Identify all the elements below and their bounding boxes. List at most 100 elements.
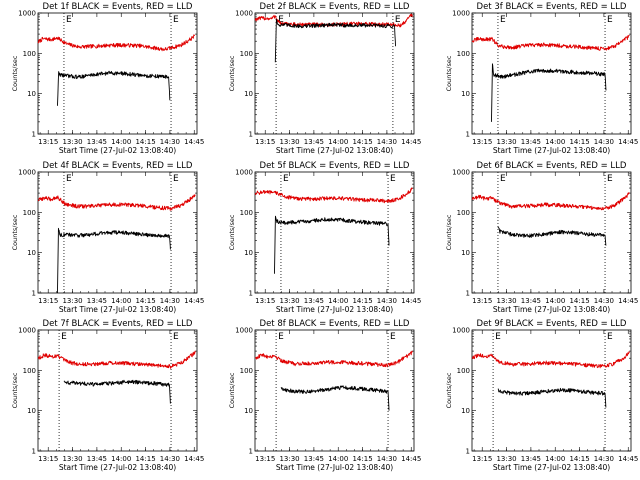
y-tick-label: 100 (240, 209, 253, 217)
x-tick-label: 13:15 (472, 455, 492, 463)
interval-marker-label: E (278, 15, 284, 25)
x-tick-label: 13:45 (304, 297, 324, 305)
events-series-line (274, 18, 396, 63)
y-axis-label: Counts/sec (11, 55, 19, 91)
plot-frame (471, 329, 632, 452)
plot-frame (37, 171, 198, 294)
lld-series-line (37, 194, 196, 211)
lld-series-line (471, 351, 630, 369)
x-tick-label: 14:30 (160, 297, 180, 305)
y-tick-label: 10 (27, 407, 36, 415)
x-tick-label: 13:30 (279, 138, 299, 146)
y-axis-label: Counts/sec (11, 214, 19, 250)
x-axis-label: Start Time (27-Jul-02 13:08:40) (276, 463, 393, 472)
panel-title: Det 4f BLACK = Events, RED = LLD (43, 161, 193, 171)
y-tick-label: 1000 (235, 10, 253, 18)
interval-marker-label: E (173, 15, 179, 25)
events-series-line (57, 70, 171, 106)
x-tick-label: 14:00 (111, 455, 131, 463)
x-tick-label: 14:00 (111, 297, 131, 305)
panel-det-2f: Det 2f BLACK = Events, RED = LLD 1 10 100 10… (228, 2, 421, 155)
y-tick-label: 100 (457, 50, 470, 58)
lld-series-line (37, 34, 195, 52)
panel-det-1f: Det 1f BLACK = Events, RED = LLD 1 10 100 10… (11, 2, 204, 155)
x-tick-label: 13:30 (496, 455, 516, 463)
x-tick-label: 14:15 (352, 297, 372, 305)
x-axis-label: Start Time (27-Jul-02 13:08:40) (59, 305, 176, 314)
x-tick-label: 14:15 (135, 297, 155, 305)
y-tick-label: 1000 (235, 169, 253, 177)
y-tick-label: 10 (461, 249, 470, 257)
panel-title: Det 5f BLACK = Events, RED = LLD (260, 161, 410, 171)
x-tick-label: 13:30 (62, 455, 82, 463)
y-tick-label: 1 (32, 131, 36, 139)
lld-series-line (254, 13, 413, 28)
x-axis-label: Start Time (27-Jul-02 13:08:40) (276, 146, 393, 155)
x-tick-label: 14:15 (135, 138, 155, 146)
y-tick-label: 1000 (452, 10, 470, 18)
x-tick-label: 13:15 (255, 297, 275, 305)
y-tick-label: 10 (244, 407, 253, 415)
x-tick-label: 13:30 (62, 297, 82, 305)
y-axis-label: Counts/sec (445, 372, 453, 408)
events-series-line (497, 387, 607, 408)
interval-marker-label: E (66, 15, 72, 25)
y-axis-label: Counts/sec (445, 214, 453, 250)
x-tick-label: 13:15 (38, 138, 58, 146)
interval-marker-label: E (173, 332, 179, 342)
lld-series-line (471, 34, 630, 51)
x-tick-label: 14:30 (594, 138, 614, 146)
x-tick-label: 13:30 (496, 138, 516, 146)
y-axis-label: Counts/sec (228, 214, 236, 250)
x-tick-label: 13:45 (87, 455, 107, 463)
panel-det-9f: Det 9f BLACK = Events, RED = LLD 1 10 100 10… (445, 319, 638, 472)
y-tick-label: 1000 (18, 10, 36, 18)
x-axis-label: Start Time (27-Jul-02 13:08:40) (493, 463, 610, 472)
panel-title: Det 6f BLACK = Events, RED = LLD (477, 161, 627, 171)
x-tick-label: 14:00 (545, 297, 565, 305)
y-tick-label: 100 (240, 50, 253, 58)
x-tick-label: 13:45 (87, 297, 107, 305)
interval-marker-label: E (278, 332, 284, 342)
interval-marker-label: E (500, 174, 506, 184)
plot-frame (471, 171, 632, 294)
plot-frame (37, 12, 198, 135)
x-tick-label: 13:15 (255, 455, 275, 463)
x-tick-label: 14:30 (377, 297, 397, 305)
x-tick-label: 14:15 (569, 455, 589, 463)
x-tick-label: 13:45 (304, 138, 324, 146)
y-tick-label: 1000 (452, 169, 470, 177)
x-axis-label: Start Time (27-Jul-02 13:08:40) (59, 146, 176, 155)
x-tick-label: 14:30 (377, 455, 397, 463)
y-axis-label: Counts/sec (445, 55, 453, 91)
y-tick-label: 10 (244, 90, 253, 98)
x-tick-label: 13:45 (87, 138, 107, 146)
interval-marker-label: E (390, 174, 396, 184)
y-tick-label: 100 (23, 209, 36, 217)
x-tick-label: 13:45 (304, 455, 324, 463)
y-axis-label: Counts/sec (11, 372, 19, 408)
x-tick-label: 14:45 (618, 455, 638, 463)
x-tick-label: 14:30 (160, 138, 180, 146)
x-tick-label: 14:45 (618, 138, 638, 146)
x-tick-label: 14:00 (328, 455, 348, 463)
x-tick-label: 13:15 (38, 455, 58, 463)
x-tick-label: 13:30 (496, 297, 516, 305)
y-tick-label: 1 (466, 131, 470, 139)
panel-title: Det 9f BLACK = Events, RED = LLD (477, 319, 627, 329)
x-tick-label: 14:45 (401, 455, 421, 463)
events-series-line (63, 379, 171, 404)
panel-det-5f: Det 5f BLACK = Events, RED = LLD 1 10 100 10… (228, 161, 421, 314)
x-tick-label: 14:15 (569, 138, 589, 146)
panel-det-6f: Det 6f BLACK = Events, RED = LLD 1 10 100 10… (445, 161, 638, 314)
x-tick-label: 14:00 (111, 138, 131, 146)
lld-series-line (254, 187, 413, 204)
y-tick-label: 1 (249, 131, 253, 139)
y-tick-label: 10 (244, 249, 253, 257)
plot-frame (254, 329, 415, 452)
events-series-line (274, 215, 390, 274)
y-tick-label: 100 (457, 367, 470, 375)
x-tick-label: 13:15 (255, 138, 275, 146)
x-tick-label: 14:30 (377, 138, 397, 146)
panel-title: Det 8f BLACK = Events, RED = LLD (260, 319, 410, 329)
